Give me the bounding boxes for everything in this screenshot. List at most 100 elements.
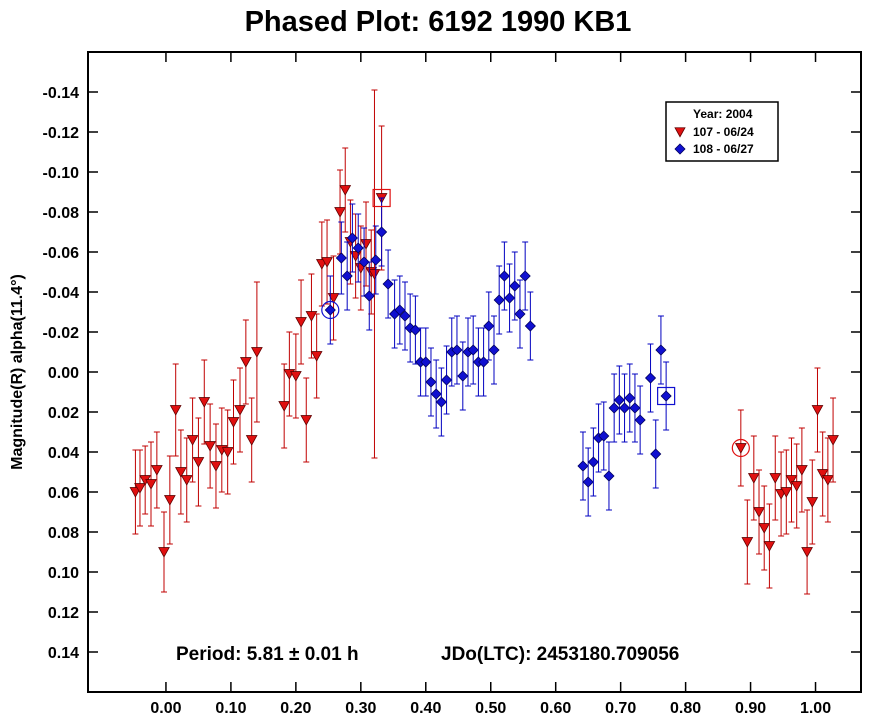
- data-point-diamond: [382, 278, 394, 290]
- data-point-triangle: [251, 347, 263, 358]
- x-tick-label: 0.30: [345, 700, 376, 717]
- data-point-triangle: [180, 475, 193, 486]
- data-point-diamond: [493, 294, 505, 306]
- data-point-triangle: [821, 475, 834, 486]
- data-point-diamond: [577, 460, 589, 472]
- data-point-diamond: [524, 320, 536, 332]
- data-point-triangle: [245, 435, 258, 446]
- y-tick-label: 0.10: [48, 565, 79, 582]
- x-tick-label: 0.60: [540, 700, 571, 717]
- data-point-triangle: [763, 541, 776, 552]
- data-point-triangle: [816, 469, 829, 480]
- data-point-diamond: [598, 430, 610, 442]
- data-point-triangle: [785, 475, 798, 486]
- data-point-triangle: [158, 547, 170, 558]
- data-point-triangle: [186, 435, 199, 446]
- data-point-diamond: [644, 372, 657, 384]
- data-point-triangle: [192, 457, 205, 468]
- x-tick-label: 0.80: [670, 700, 701, 717]
- data-point-diamond: [608, 402, 620, 414]
- y-tick-label: -0.12: [43, 125, 80, 142]
- data-point-diamond: [457, 370, 469, 382]
- data-point-diamond: [430, 388, 442, 400]
- data-point-diamond: [624, 392, 636, 404]
- data-point-diamond: [629, 402, 641, 414]
- data-point-diamond: [420, 356, 432, 368]
- data-point-triangle: [310, 351, 323, 362]
- highlight-square: [657, 386, 676, 406]
- y-tick-label: -0.04: [43, 285, 80, 302]
- data-point-diamond: [509, 280, 521, 292]
- data-point-triangle: [204, 441, 217, 452]
- data-point-diamond: [603, 470, 615, 482]
- x-tick-label: 0.50: [475, 700, 506, 717]
- x-tick-label: 0.40: [410, 700, 441, 717]
- period-annotation: Period: 5.81 ± 0.01 h: [176, 644, 359, 665]
- data-point-triangle: [360, 239, 372, 250]
- data-series: [129, 89, 839, 595]
- data-point-triangle: [295, 317, 307, 328]
- data-point-triangle: [806, 497, 819, 508]
- data-point-triangle: [134, 483, 146, 494]
- x-axis: 0.00 0.10 0.20 0.30 0.40 0.50 0.60 0.70 0.80 0.90…: [150, 52, 831, 717]
- data-point-diamond: [582, 476, 594, 488]
- series-108: [324, 197, 672, 517]
- y-tick-label: -0.02: [43, 325, 80, 342]
- y-tick-label: 0.04: [48, 445, 79, 462]
- data-point-diamond: [519, 270, 531, 282]
- data-point-triangle: [790, 481, 803, 492]
- data-point-triangle: [747, 473, 760, 484]
- data-point-diamond: [650, 448, 662, 460]
- data-point-triangle: [234, 405, 246, 416]
- highlight-markers: [321, 188, 750, 458]
- x-tick-label: 0.00: [150, 700, 181, 717]
- y-tick-label: 0.06: [48, 485, 79, 502]
- data-point-diamond: [451, 344, 463, 356]
- data-point-diamond: [483, 320, 495, 332]
- data-point-triangle: [327, 293, 340, 304]
- y-tick-label: -0.14: [43, 85, 80, 102]
- series-107: [129, 89, 839, 595]
- y-tick-label: 0.08: [48, 525, 79, 542]
- highlight-circle: [731, 438, 750, 458]
- y-tick-label: 0.00: [48, 365, 79, 382]
- data-point-diamond: [335, 252, 347, 264]
- data-point-triangle: [278, 401, 291, 412]
- legend-entry-108: 108 - 06/27: [693, 142, 754, 156]
- data-point-triangle: [169, 405, 182, 416]
- legend: Year: 2004 107 - 06/24 108 - 06/27: [665, 101, 779, 162]
- y-tick-label: -0.08: [43, 205, 80, 222]
- data-point-triangle: [221, 447, 234, 458]
- data-point-diamond: [394, 304, 406, 316]
- y-axis-label: Magnitude(R) alpha(11.4°): [9, 274, 26, 470]
- data-point-triangle: [163, 495, 176, 506]
- data-point-triangle: [145, 479, 157, 490]
- data-point-triangle: [796, 465, 808, 476]
- data-point-diamond: [613, 394, 625, 406]
- x-tick-label: 0.70: [605, 700, 636, 717]
- data-point-diamond: [399, 310, 411, 322]
- chart-title: Phased Plot: 6192 1990 KB1: [244, 6, 632, 38]
- legend-box: [665, 101, 779, 162]
- data-point-triangle: [198, 397, 211, 408]
- data-point-diamond: [363, 290, 375, 302]
- x-tick-label: 0.90: [735, 700, 766, 717]
- legend-title: Year: 2004: [693, 107, 753, 121]
- data-point-diamond: [504, 292, 516, 304]
- data-point-triangle: [741, 537, 754, 548]
- x-tick-label: 1.00: [800, 700, 831, 717]
- data-point-triangle: [305, 311, 318, 322]
- data-point-triangle: [227, 417, 240, 428]
- data-point-diamond: [341, 270, 353, 282]
- data-point-triangle: [210, 461, 222, 472]
- data-point-diamond: [435, 396, 447, 408]
- y-tick-label: -0.06: [43, 245, 80, 262]
- data-point-triangle: [321, 257, 333, 268]
- data-point-diamond: [488, 344, 500, 356]
- data-point-diamond: [587, 456, 599, 468]
- data-point-triangle: [811, 405, 824, 416]
- data-point-diamond: [514, 308, 526, 320]
- data-point-triangle: [334, 207, 346, 218]
- data-point-triangle: [758, 523, 771, 534]
